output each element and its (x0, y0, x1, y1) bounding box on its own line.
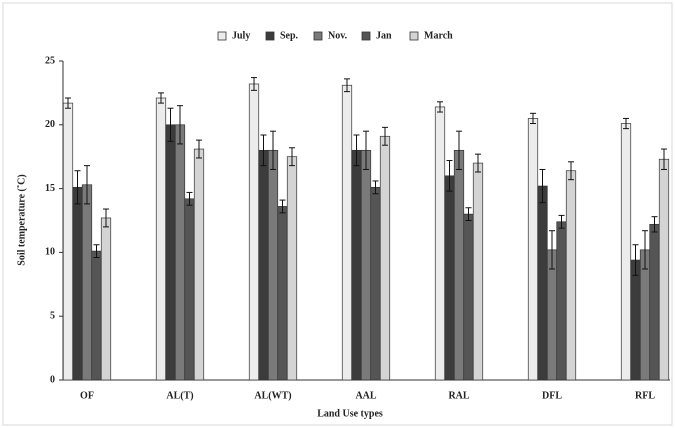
bar (351, 149, 362, 381)
bar (379, 135, 391, 381)
bar (248, 83, 260, 381)
y-axis-label: Soil temperature (˚C) (16, 174, 27, 265)
y-tick-label: 0 (50, 374, 55, 385)
bar (277, 206, 288, 381)
bar (620, 123, 632, 381)
bar (341, 84, 353, 381)
x-tick-label: RAL (448, 390, 469, 401)
bar (649, 223, 660, 381)
legend-label: Sep. (280, 30, 299, 41)
y-tick-label: 20 (45, 119, 55, 130)
legend-swatch (217, 31, 227, 41)
legend-swatch (409, 31, 419, 41)
y-tick-label: 10 (45, 247, 55, 258)
bar (360, 149, 372, 381)
legend-label: Jan (376, 30, 392, 41)
legend-swatch (313, 31, 323, 41)
bar (91, 250, 102, 381)
x-tick-label: OF (80, 390, 94, 401)
bar (463, 213, 474, 381)
bar (100, 217, 112, 381)
bar (630, 259, 641, 381)
x-tick-label: DFL (542, 390, 562, 401)
bar (472, 162, 484, 381)
bar (184, 198, 195, 381)
bar (193, 148, 205, 381)
legend-label: Nov. (328, 30, 348, 41)
x-tick-label: RFL (635, 390, 655, 401)
bar (72, 186, 83, 381)
bar (62, 102, 74, 381)
bar (556, 221, 567, 381)
legend-label: March (424, 30, 453, 41)
legend-label: July (232, 30, 250, 41)
bar (565, 170, 577, 381)
bar (258, 149, 269, 381)
bar (527, 118, 539, 381)
y-tick-label: 5 (50, 310, 55, 321)
bar (537, 185, 548, 381)
bar (174, 124, 186, 381)
y-tick-label: 15 (45, 183, 55, 194)
legend-swatch (265, 31, 275, 41)
bar (658, 158, 670, 381)
bar (286, 156, 298, 381)
legend-swatch (361, 31, 371, 41)
bar (444, 175, 455, 381)
x-tick-label: AAL (355, 390, 376, 401)
bar (434, 106, 446, 381)
bar (453, 149, 465, 381)
bar (165, 124, 176, 381)
bar (81, 184, 93, 381)
x-tick-label: AL(WT) (254, 390, 291, 401)
bar (267, 149, 279, 381)
bar (370, 186, 381, 381)
bar (155, 97, 167, 381)
x-tick-label: AL(T) (166, 390, 193, 401)
y-tick-label: 25 (45, 55, 55, 66)
x-axis-label: Land Use types (317, 408, 383, 419)
